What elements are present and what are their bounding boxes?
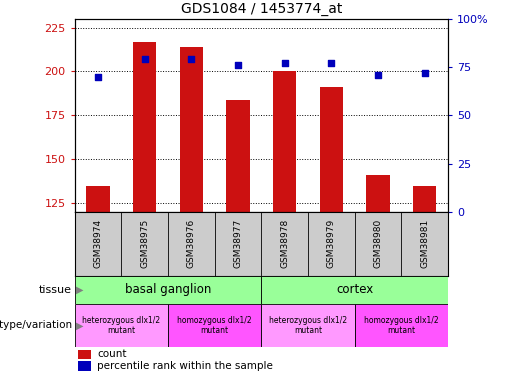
Bar bbox=[320, 87, 343, 212]
Point bbox=[187, 56, 196, 62]
Text: ▶: ▶ bbox=[76, 285, 83, 295]
Text: ▶: ▶ bbox=[76, 320, 83, 330]
Text: tissue: tissue bbox=[39, 285, 72, 295]
Text: percentile rank within the sample: percentile rank within the sample bbox=[97, 361, 273, 371]
Bar bbox=[78, 350, 92, 358]
Point bbox=[94, 74, 102, 80]
Text: GSM38976: GSM38976 bbox=[187, 219, 196, 268]
Text: count: count bbox=[97, 349, 127, 359]
Point bbox=[141, 56, 149, 62]
Bar bbox=[413, 186, 436, 212]
Text: GSM38978: GSM38978 bbox=[280, 219, 289, 268]
Bar bbox=[87, 186, 110, 212]
Text: heterozygous dlx1/2
mutant: heterozygous dlx1/2 mutant bbox=[269, 316, 347, 335]
Point bbox=[234, 62, 242, 68]
Bar bbox=[180, 47, 203, 212]
Point bbox=[327, 60, 335, 66]
Bar bbox=[273, 71, 296, 212]
Title: GDS1084 / 1453774_at: GDS1084 / 1453774_at bbox=[181, 2, 342, 16]
Bar bbox=[355, 304, 448, 347]
Text: genotype/variation: genotype/variation bbox=[0, 320, 72, 330]
Bar bbox=[261, 276, 448, 304]
Bar bbox=[366, 175, 390, 212]
Text: homozygous dlx1/2
mutant: homozygous dlx1/2 mutant bbox=[364, 316, 439, 335]
Bar bbox=[261, 304, 355, 347]
Bar bbox=[168, 304, 261, 347]
Point bbox=[421, 70, 429, 76]
Text: GSM38974: GSM38974 bbox=[94, 219, 102, 268]
Text: homozygous dlx1/2
mutant: homozygous dlx1/2 mutant bbox=[177, 316, 252, 335]
Point bbox=[374, 72, 382, 78]
Text: heterozygous dlx1/2
mutant: heterozygous dlx1/2 mutant bbox=[82, 316, 160, 335]
Text: GSM38979: GSM38979 bbox=[327, 219, 336, 268]
Text: basal ganglion: basal ganglion bbox=[125, 283, 211, 296]
Bar bbox=[75, 276, 261, 304]
Text: GSM38980: GSM38980 bbox=[373, 219, 383, 268]
Bar bbox=[75, 304, 168, 347]
Bar bbox=[227, 99, 250, 212]
Point bbox=[281, 60, 289, 66]
Bar bbox=[78, 362, 92, 370]
Text: GSM38981: GSM38981 bbox=[420, 219, 429, 268]
Text: GSM38975: GSM38975 bbox=[140, 219, 149, 268]
Bar bbox=[133, 42, 157, 212]
Text: cortex: cortex bbox=[336, 283, 373, 296]
Text: GSM38977: GSM38977 bbox=[233, 219, 243, 268]
